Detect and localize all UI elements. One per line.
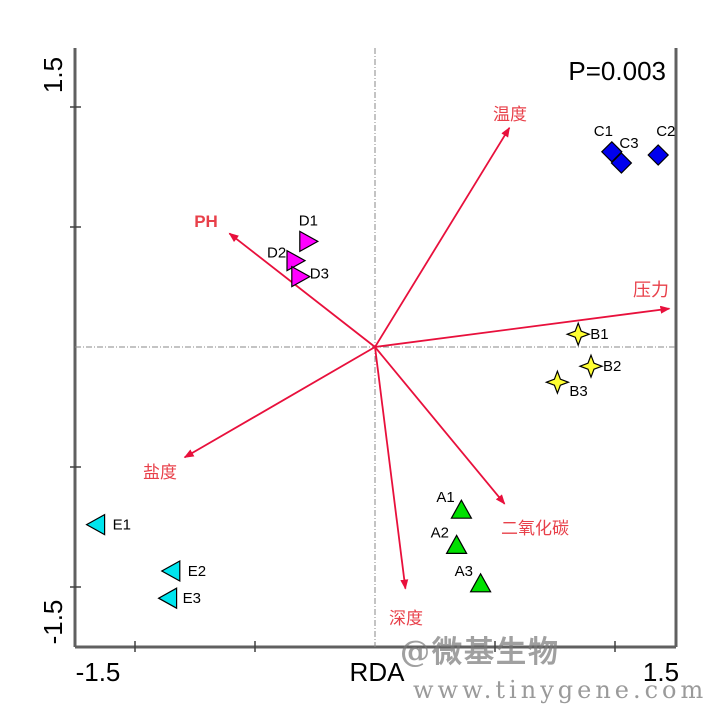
sample-label: E2 [188, 563, 206, 580]
sample-points: A1 A2 A3 B1 B2 B3 C1 C3 C2 D1 D2 D3 E1 E2 E3 [85, 123, 675, 610]
sample-label: B1 [590, 326, 608, 343]
env-vector-arrow [183, 346, 376, 459]
sample-point-B1 [565, 321, 591, 347]
watermark-brand: @微基生物 [400, 635, 560, 670]
sample-label: A3 [455, 563, 473, 580]
sample-point-D2 [286, 249, 307, 272]
sample-label: C2 [656, 123, 675, 140]
sample-point-A2 [445, 534, 468, 555]
sample-label: E1 [113, 517, 131, 534]
env-vector-arrow [374, 346, 409, 590]
sample-label: A1 [436, 489, 454, 506]
env-vector-label: 压力 [633, 280, 669, 301]
y-tick-label-top: 1.5 [38, 57, 68, 93]
sample-label: D1 [299, 212, 318, 229]
x-tick-label-left: -1.5 [76, 657, 121, 687]
env-vector-label: 深度 [389, 609, 423, 629]
p-value-annotation: P=0.003 [568, 56, 666, 86]
env-vector-label: PH [194, 212, 218, 231]
sample-label: C1 [594, 123, 613, 140]
sample-label: D2 [267, 245, 286, 262]
env-vector-arrow [374, 305, 671, 348]
env-vector-arrow [374, 346, 506, 505]
sample-point-E1 [85, 513, 106, 536]
x-tick-label-right: 1.5 [643, 657, 679, 687]
sample-point-C3 [610, 152, 633, 174]
sample-point-D1 [299, 230, 320, 253]
sample-label: C3 [619, 135, 638, 152]
sample-point-E3 [157, 587, 178, 610]
sample-label: B3 [569, 383, 587, 400]
x-axis-label: RDA [350, 657, 406, 687]
sample-point-D3 [291, 265, 312, 288]
sample-label: D3 [310, 266, 329, 283]
axis-ticks [70, 106, 616, 652]
y-tick-label-bottom: -1.5 [38, 600, 68, 645]
env-vector-label: 温度 [493, 105, 527, 125]
sample-label: E3 [183, 590, 201, 607]
sample-point-B2 [578, 353, 604, 379]
sample-point-E2 [160, 559, 181, 583]
watermark-url: www.tinygene.com [413, 676, 706, 704]
env-vector-arrow [374, 126, 511, 348]
sample-point-C2 [647, 144, 670, 166]
sample-label: B2 [603, 358, 621, 375]
env-vector-label: 二氧化碳 [501, 519, 569, 539]
env-vector-label: 盐度 [143, 463, 177, 483]
env-vector-arrow [228, 232, 376, 348]
sample-point-A1 [450, 498, 473, 519]
sample-point-B3 [544, 369, 571, 395]
sample-label: A2 [431, 524, 449, 541]
sample-point-A3 [469, 572, 492, 593]
